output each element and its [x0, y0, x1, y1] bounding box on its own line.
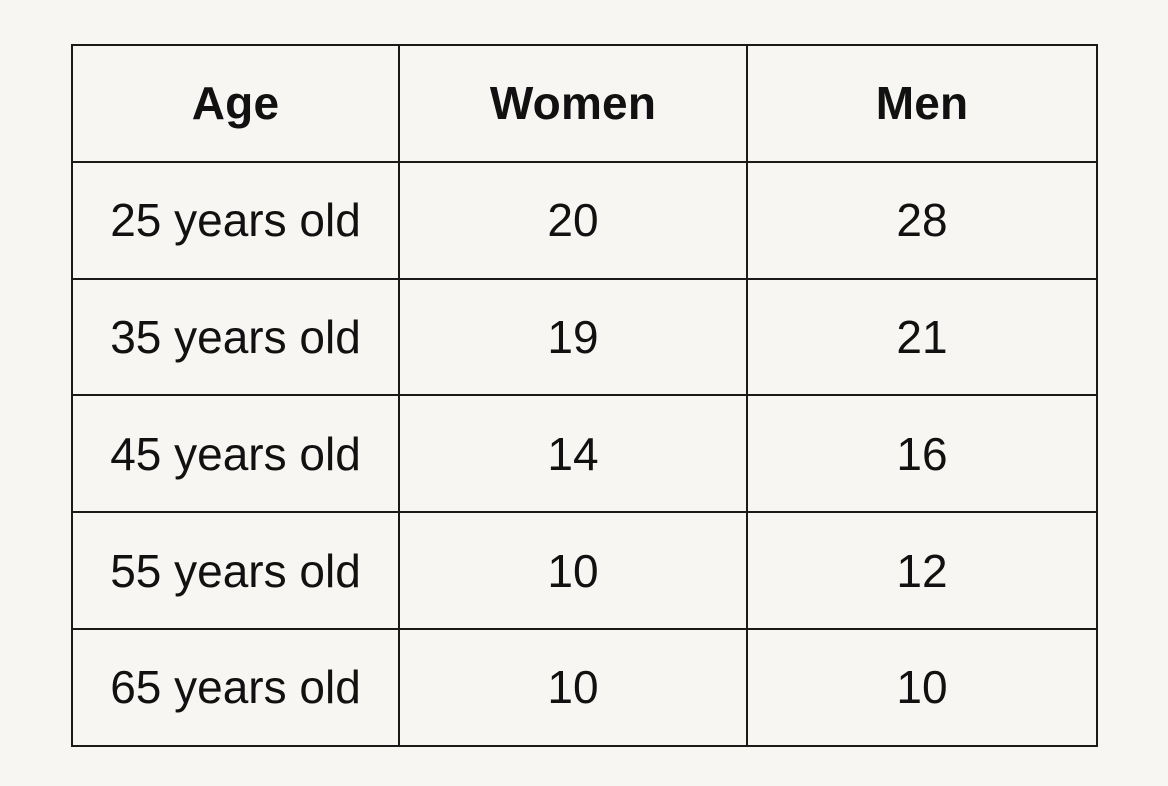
cell-age: 35 years old — [71, 277, 400, 397]
table-row: 55 years old 10 12 — [71, 511, 1098, 630]
table-row: 45 years old 14 16 — [71, 394, 1098, 514]
header-row: Age Women Men — [71, 44, 1098, 163]
cell-age: 55 years old — [71, 511, 400, 630]
cell-men: 16 — [746, 394, 1098, 514]
table-header: Age Women Men — [71, 44, 1098, 163]
cell-age: 65 years old — [71, 627, 400, 747]
cell-men: 12 — [746, 511, 1098, 630]
header-cell-women: Women — [398, 44, 748, 163]
cell-men: 28 — [746, 160, 1098, 280]
header-cell-men: Men — [746, 44, 1098, 163]
table-row: 65 years old 10 10 — [71, 627, 1098, 747]
cell-age: 25 years old — [71, 160, 400, 280]
cell-men: 10 — [746, 627, 1098, 747]
cell-women: 20 — [398, 160, 748, 280]
cell-women: 10 — [398, 511, 748, 630]
cell-age: 45 years old — [71, 394, 400, 514]
cell-women: 14 — [398, 394, 748, 514]
age-gender-table: Age Women Men 25 years old 20 28 35 year… — [71, 44, 1098, 747]
table-body: 25 years old 20 28 35 years old 19 21 45… — [71, 160, 1098, 747]
cell-women: 10 — [398, 627, 748, 747]
cell-women: 19 — [398, 277, 748, 397]
table-row: 25 years old 20 28 — [71, 160, 1098, 280]
data-table-container: Age Women Men 25 years old 20 28 35 year… — [71, 44, 1098, 747]
header-cell-age: Age — [71, 44, 400, 163]
table-row: 35 years old 19 21 — [71, 277, 1098, 397]
cell-men: 21 — [746, 277, 1098, 397]
